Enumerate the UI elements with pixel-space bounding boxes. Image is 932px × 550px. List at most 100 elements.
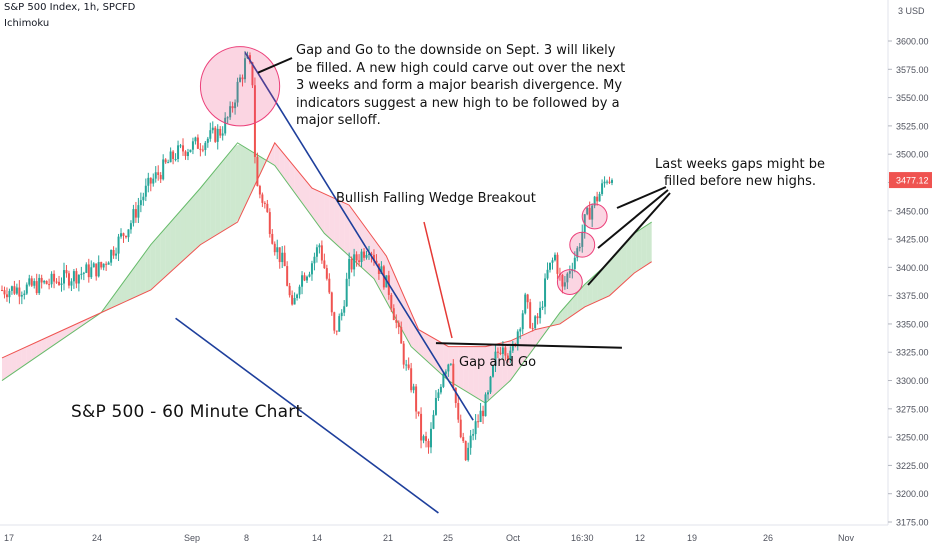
candle-body <box>586 207 589 215</box>
ichimoku-cloud-segment <box>577 287 583 313</box>
ichimoku-cloud-segment <box>125 271 131 302</box>
candle-body <box>601 183 604 195</box>
candle-body <box>310 263 313 275</box>
ichimoku-cloud-segment <box>398 284 404 333</box>
ichimoku-cloud-segment <box>607 258 612 297</box>
candle-body <box>219 128 222 136</box>
candle-body <box>55 281 58 283</box>
candle-body <box>191 141 194 150</box>
candle-body <box>372 254 375 261</box>
candle-body <box>1 289 3 291</box>
ichimoku-cloud-segment <box>289 160 295 193</box>
candle-body <box>516 331 519 346</box>
candle-body <box>303 275 306 281</box>
candle-body <box>30 278 33 286</box>
gap-line <box>435 342 622 349</box>
candle-body <box>271 233 274 244</box>
candle-body <box>28 278 31 285</box>
ichimoku-cloud-segment <box>155 233 161 286</box>
candle-body <box>10 286 13 291</box>
candle-body <box>350 258 353 270</box>
candle-body <box>397 322 400 328</box>
candle-body <box>323 260 326 269</box>
candle-body <box>92 263 95 268</box>
candle-body <box>15 287 18 294</box>
ichimoku-cloud-segment <box>26 344 32 364</box>
ichimoku-cloud-segment <box>592 273 598 304</box>
candle-body <box>343 306 346 313</box>
candle-body <box>40 277 43 283</box>
price-tick-label: 3250.00 <box>896 433 929 443</box>
candle-body <box>164 159 167 163</box>
candle-body <box>546 269 549 279</box>
candle-body <box>573 257 576 269</box>
candle-body <box>606 181 609 183</box>
candle-body <box>489 376 492 393</box>
candle-body <box>464 441 467 461</box>
candle-body <box>38 277 41 294</box>
currency-label: 3 USD <box>898 6 925 16</box>
candle-body <box>3 290 6 295</box>
time-tick-label: 16:30 <box>571 533 594 543</box>
candle-body <box>434 397 437 415</box>
time-tick-label: Sep <box>184 533 200 543</box>
ichimoku-cloud-segment <box>423 332 429 363</box>
candle-body <box>340 312 343 317</box>
candle-body <box>328 278 331 293</box>
ichimoku-cloud-segment <box>497 342 503 392</box>
candle-body <box>196 137 199 149</box>
time-tick-label: 25 <box>443 533 453 543</box>
candle-body <box>363 251 366 258</box>
candle-body <box>224 117 227 134</box>
candle-body <box>236 81 239 103</box>
ichimoku-cloud-segment <box>364 225 369 275</box>
candle-body <box>239 77 242 82</box>
candle-body <box>80 273 83 275</box>
wedge-breakout-label: Bullish Falling Wedge Breakout <box>336 191 536 206</box>
ichimoku-cloud-segment <box>463 346 469 393</box>
candle-body <box>335 330 338 332</box>
candle-body <box>137 205 140 218</box>
ichimoku-cloud-segment <box>621 241 627 285</box>
ichimoku-cloud-segment <box>269 142 275 166</box>
price-tick-label: 3400.00 <box>896 263 929 273</box>
candle-body <box>18 287 21 297</box>
candle-body <box>380 266 383 274</box>
candle-body <box>216 128 219 142</box>
ichimoku-cloud-segment <box>468 346 474 396</box>
ichimoku-cloud-segment <box>205 176 211 242</box>
price-tick-label: 3500.00 <box>896 150 929 160</box>
ichimoku-cloud-segment <box>200 182 206 245</box>
candle-body <box>415 386 418 412</box>
candle-body <box>35 281 38 294</box>
wedge-lower-line <box>175 317 439 514</box>
candle-body <box>45 280 48 285</box>
candle-body <box>367 253 370 255</box>
candle-body <box>405 364 408 366</box>
candle-body <box>553 254 556 261</box>
candle-body <box>258 186 261 195</box>
candle-body <box>491 365 494 377</box>
ichimoku-cloud-segment <box>597 268 603 302</box>
price-tick-label: 3175.00 <box>896 518 929 528</box>
candle-body <box>521 313 524 330</box>
ichimoku-cloud-segment <box>175 210 181 268</box>
ichimoku-cloud-segment <box>165 222 171 277</box>
candle-body <box>561 274 564 287</box>
indicator-label[interactable]: Ichimoku <box>4 18 50 29</box>
ichimoku-cloud-segment <box>344 202 350 257</box>
candle-body <box>291 295 294 305</box>
symbol-title[interactable]: S&P 500 Index, 1h, SPCFD <box>4 2 136 13</box>
candle-body <box>266 203 269 213</box>
candle-body <box>611 180 613 183</box>
gaps-pointer-line <box>597 189 669 249</box>
candle-body <box>33 281 36 286</box>
candle-body <box>179 145 182 147</box>
price-tick-label: 3350.00 <box>896 319 929 329</box>
ichimoku-cloud-segment <box>195 188 201 250</box>
candle-body <box>544 278 547 307</box>
candle-body <box>87 264 90 278</box>
candle-body <box>82 272 85 274</box>
